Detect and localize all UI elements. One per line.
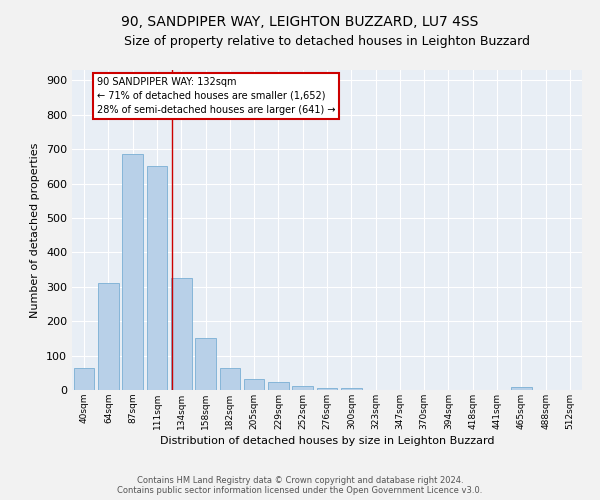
Bar xyxy=(511,387,532,390)
Bar xyxy=(122,154,143,390)
Bar xyxy=(146,166,167,390)
Bar xyxy=(98,284,119,390)
Bar xyxy=(268,382,289,390)
Bar xyxy=(171,278,191,390)
Y-axis label: Number of detached properties: Number of detached properties xyxy=(31,142,40,318)
Text: 90 SANDPIPER WAY: 132sqm
← 71% of detached houses are smaller (1,652)
28% of sem: 90 SANDPIPER WAY: 132sqm ← 71% of detach… xyxy=(97,77,335,115)
Title: Size of property relative to detached houses in Leighton Buzzard: Size of property relative to detached ho… xyxy=(124,35,530,48)
Bar xyxy=(292,386,313,390)
Bar xyxy=(74,368,94,390)
Text: 90, SANDPIPER WAY, LEIGHTON BUZZARD, LU7 4SS: 90, SANDPIPER WAY, LEIGHTON BUZZARD, LU7… xyxy=(121,15,479,29)
Bar xyxy=(244,378,265,390)
Bar xyxy=(195,338,216,390)
Bar xyxy=(220,368,240,390)
Text: Contains HM Land Registry data © Crown copyright and database right 2024.
Contai: Contains HM Land Registry data © Crown c… xyxy=(118,476,482,495)
X-axis label: Distribution of detached houses by size in Leighton Buzzard: Distribution of detached houses by size … xyxy=(160,436,494,446)
Bar xyxy=(317,388,337,390)
Bar xyxy=(341,388,362,390)
